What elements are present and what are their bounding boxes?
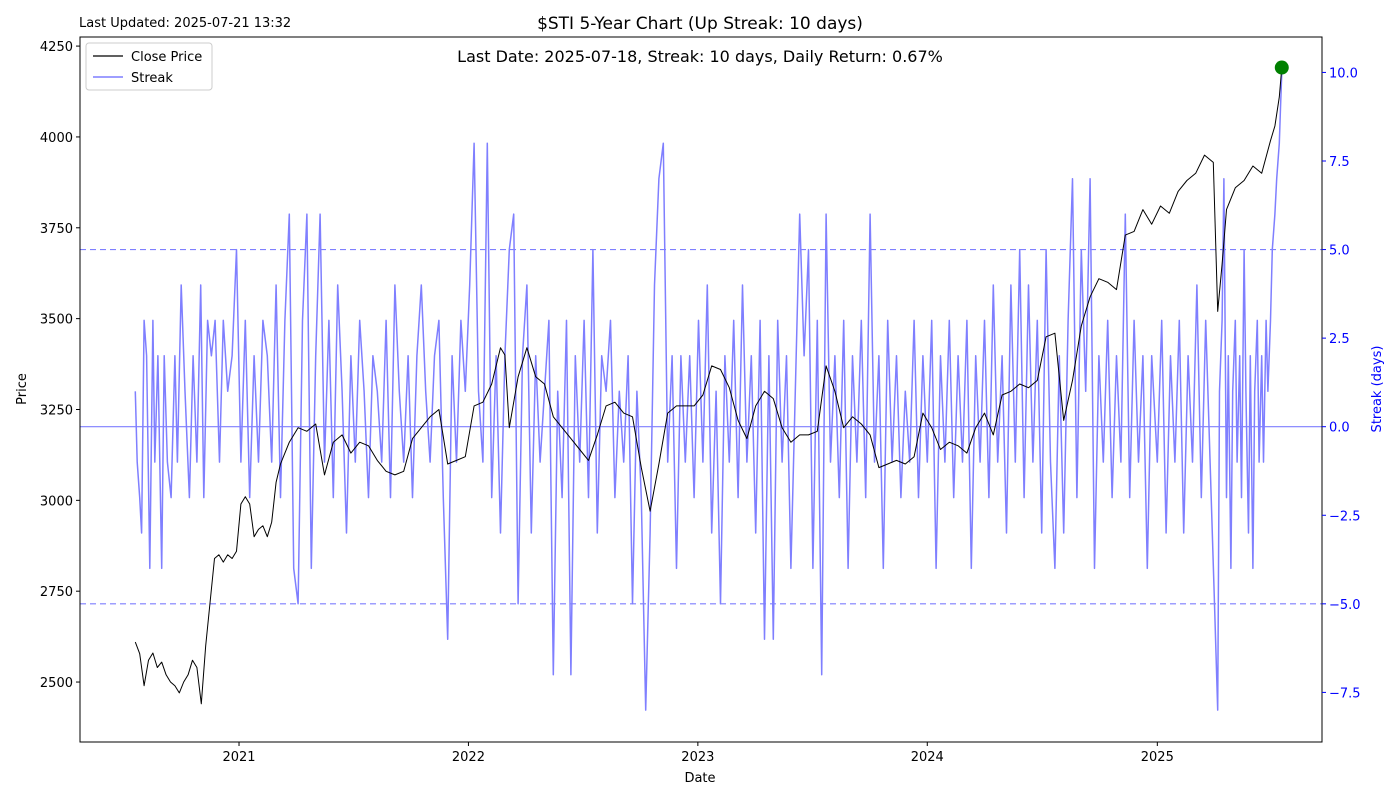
x-tick-label: 2025	[1141, 750, 1174, 765]
legend-label-streak: Streak	[131, 71, 173, 86]
x-tick-label: 2022	[452, 750, 485, 765]
streak-tick-label: 2.5	[1329, 332, 1350, 347]
streak-axis-label: Streak (days)	[1370, 346, 1385, 433]
close-price-series-line	[134, 67, 1283, 705]
streak-tick-label: −5.0	[1329, 598, 1361, 613]
streak-series-line	[134, 72, 1283, 711]
x-tick-label: 2023	[681, 750, 714, 765]
streak-tick-label: −2.5	[1329, 509, 1361, 524]
price-tick-label: 4250	[40, 40, 73, 55]
price-tick-label: 3500	[40, 313, 73, 328]
x-axis: 2021 2022 2023 2024 2025	[222, 742, 1174, 765]
streak-tick-label: 7.5	[1329, 155, 1350, 170]
streak-axis: −7.5 −5.0 −2.5 0.0 2.5 5.0 7.5 10.0	[1322, 66, 1361, 701]
legend-label-close-price: Close Price	[131, 50, 202, 65]
streak-tick-label: 10.0	[1329, 66, 1358, 81]
last-date-annotation: Last Date: 2025-07-18, Streak: 10 days, …	[457, 47, 943, 66]
price-tick-label: 3000	[40, 494, 73, 509]
price-axis: 2500 2750 3000 3250 3500 3750 4000 4250	[40, 40, 80, 691]
streak-tick-label: −7.5	[1329, 686, 1361, 701]
legend-frame	[85, 42, 213, 91]
x-axis-label: Date	[684, 771, 715, 786]
price-tick-label: 2500	[40, 676, 73, 691]
x-tick-label: 2021	[222, 750, 255, 765]
plot-frame	[79, 36, 1323, 743]
last-close-marker	[1274, 60, 1289, 75]
price-tick-label: 4000	[40, 131, 73, 146]
price-tick-label: 2750	[40, 585, 73, 600]
x-tick-label: 2024	[911, 750, 944, 765]
streak-tick-label: 0.0	[1329, 421, 1350, 436]
price-tick-label: 3250	[40, 403, 73, 418]
price-axis-label: Price	[15, 373, 30, 405]
last-updated-label: Last Updated: 2025-07-21 13:32	[79, 16, 291, 31]
legend: Close Price Streak	[85, 42, 213, 91]
streak-tick-label: 5.0	[1329, 244, 1350, 259]
plot-area	[79, 36, 1323, 743]
price-tick-label: 3750	[40, 222, 73, 237]
chart-title: $STI 5-Year Chart (Up Streak: 10 days)	[537, 14, 863, 34]
